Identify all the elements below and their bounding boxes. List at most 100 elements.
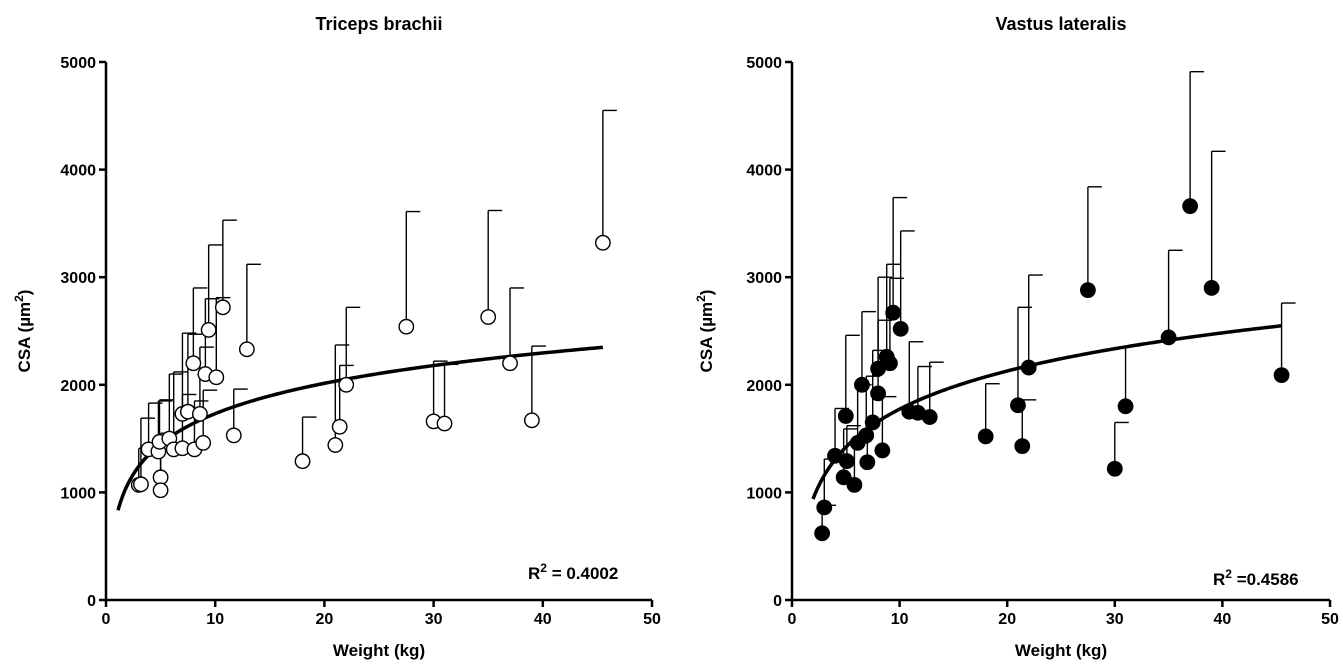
x-tick-label: 40 bbox=[1214, 611, 1232, 628]
data-point bbox=[859, 454, 876, 471]
y-tick-label: 5000 bbox=[60, 55, 96, 72]
y-axis-label-close: ) bbox=[697, 290, 716, 296]
y-axis-label-close: ) bbox=[15, 290, 34, 296]
data-point bbox=[238, 341, 255, 358]
y-tick-label: 3000 bbox=[746, 270, 782, 287]
chart-triceps-brachii: Triceps brachii 0 1000 2000 3000 4000 5000 0 10 2… bbox=[12, 14, 661, 660]
data-point bbox=[814, 525, 831, 542]
error-bar bbox=[199, 346, 214, 414]
data-point bbox=[1273, 367, 1290, 384]
error-bar bbox=[1167, 249, 1183, 338]
data-point bbox=[816, 499, 833, 516]
x-tick-label: 50 bbox=[1321, 611, 1339, 628]
data-point bbox=[1080, 282, 1096, 299]
error-bar bbox=[602, 109, 617, 243]
error-bar bbox=[432, 360, 448, 422]
error-bar bbox=[881, 395, 897, 451]
chart-vastus-lateralis: Vastus lateralis 0 1000 2000 3000 4000 5000 0 10… bbox=[694, 14, 1339, 660]
error-bar bbox=[443, 363, 459, 424]
r-squared-sup: 2 bbox=[1225, 567, 1232, 581]
error-bar bbox=[1210, 150, 1226, 288]
data-point bbox=[214, 299, 231, 316]
data-point bbox=[864, 414, 881, 431]
data-point bbox=[858, 427, 875, 444]
data-point bbox=[882, 355, 898, 372]
data-point bbox=[436, 415, 453, 432]
error-bar bbox=[861, 310, 876, 385]
error-bar bbox=[1087, 186, 1102, 291]
r-squared-sup: 2 bbox=[540, 561, 547, 575]
y-tick-label: 0 bbox=[87, 593, 96, 610]
error-bar bbox=[345, 306, 361, 385]
data-point bbox=[835, 469, 852, 486]
error-bar bbox=[1028, 274, 1043, 368]
data-point bbox=[892, 320, 909, 337]
y-tick-label: 4000 bbox=[60, 163, 96, 180]
data-point bbox=[874, 442, 891, 459]
data-point bbox=[885, 304, 902, 321]
data-point bbox=[523, 412, 540, 429]
data-point bbox=[195, 435, 212, 451]
data-point bbox=[225, 427, 242, 444]
error-bar bbox=[509, 287, 525, 364]
y-tick-label: 3000 bbox=[60, 270, 96, 287]
y-tick-label: 1000 bbox=[746, 485, 782, 502]
x-axis-label: Weight (kg) bbox=[333, 641, 425, 660]
data-point bbox=[1182, 198, 1199, 215]
data-point bbox=[338, 376, 355, 393]
y-tick-label: 0 bbox=[773, 593, 782, 610]
data-point bbox=[594, 234, 611, 251]
data-point bbox=[846, 476, 863, 493]
error-bar bbox=[246, 263, 261, 350]
y-tick-label: 5000 bbox=[746, 55, 782, 72]
r-squared-label: R2 = 0.4002 bbox=[528, 561, 618, 583]
y-tick-label: 4000 bbox=[746, 163, 782, 180]
error-bar bbox=[929, 361, 944, 418]
r-squared-r: R bbox=[1213, 570, 1225, 589]
x-tick-label: 10 bbox=[206, 611, 224, 628]
y-tick-label: 1000 bbox=[60, 485, 96, 502]
error-bar bbox=[192, 287, 208, 364]
error-bar bbox=[187, 333, 202, 412]
data-point bbox=[977, 428, 994, 445]
error-bar bbox=[842, 428, 858, 478]
data-point bbox=[921, 409, 938, 425]
chart-title: Triceps brachii bbox=[315, 14, 442, 34]
y-tick-label: 2000 bbox=[60, 378, 96, 395]
y-axis-label-sup: 2 bbox=[694, 295, 708, 302]
fit-curve bbox=[811, 324, 1282, 500]
error-bar bbox=[1124, 345, 1140, 407]
x-tick-label: 30 bbox=[425, 611, 443, 628]
error-bar bbox=[222, 219, 237, 308]
x-tick-label: 20 bbox=[998, 611, 1016, 628]
error-bar bbox=[889, 277, 904, 364]
data-point bbox=[1010, 397, 1026, 414]
data-point bbox=[1014, 438, 1031, 455]
error-bar bbox=[531, 345, 546, 421]
data-point bbox=[133, 476, 149, 493]
x-tick-label: 20 bbox=[316, 611, 334, 628]
data-point bbox=[854, 376, 870, 393]
error-bar bbox=[1280, 302, 1296, 376]
y-tick-label: 2000 bbox=[746, 378, 782, 395]
data-point bbox=[1117, 398, 1134, 415]
x-tick-label: 0 bbox=[102, 611, 111, 628]
data-point bbox=[838, 453, 855, 470]
r-squared-value: = 0.4002 bbox=[547, 564, 618, 583]
data-point bbox=[152, 482, 169, 499]
y-axis-label-sup: 2 bbox=[12, 295, 26, 302]
error-bar bbox=[892, 196, 908, 313]
x-tick-label: 50 bbox=[643, 611, 661, 628]
data-point bbox=[398, 318, 415, 335]
error-bar bbox=[908, 341, 924, 412]
data-point bbox=[1160, 329, 1177, 346]
data-point bbox=[1020, 359, 1037, 376]
data-point bbox=[1106, 460, 1123, 477]
x-tick-label: 10 bbox=[891, 611, 909, 628]
y-axis-label: CSA (µm2) bbox=[694, 290, 716, 373]
chart-title: Vastus lateralis bbox=[995, 14, 1126, 34]
data-point bbox=[200, 322, 217, 338]
data-point bbox=[208, 369, 225, 386]
data-point bbox=[294, 453, 311, 470]
